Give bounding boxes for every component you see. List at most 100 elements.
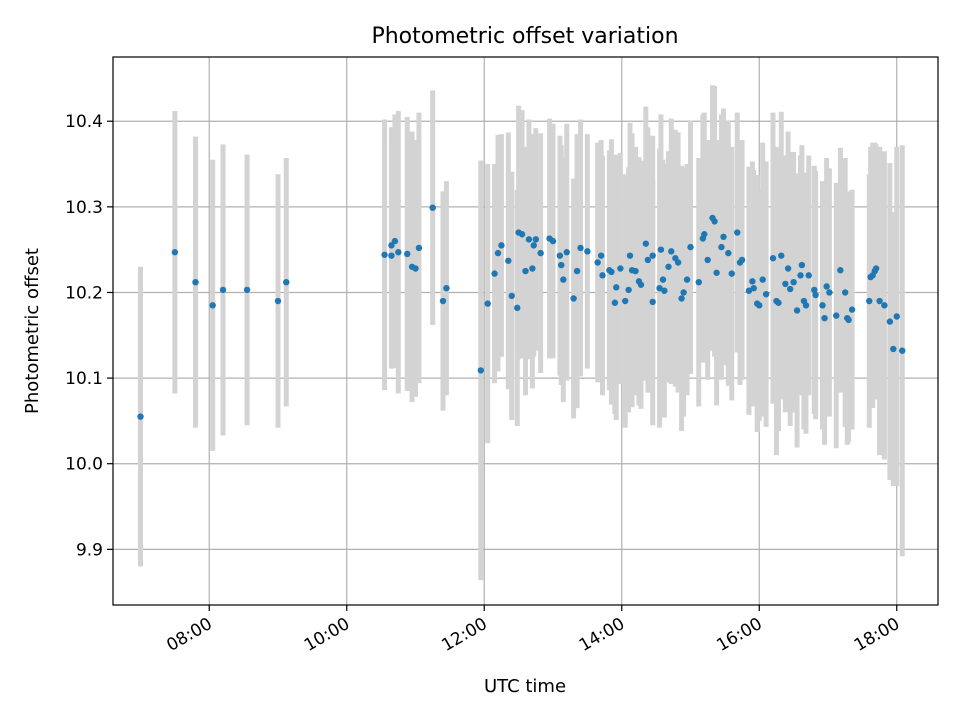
data-point [525,236,533,243]
data-point [713,269,720,276]
data-point [209,302,216,309]
data-point [725,249,732,257]
data-point [584,248,591,255]
data-point [642,240,650,247]
data-point [728,270,735,277]
data-point [388,252,395,259]
data-point [556,252,564,259]
data-point [797,272,804,279]
data-point [626,252,634,259]
data-point [491,270,498,277]
data-point [599,272,606,279]
data-point [404,250,411,258]
data-point [759,276,766,283]
data-point [790,278,797,286]
data-point [886,318,894,325]
data-point [821,314,828,322]
data-point [762,290,770,298]
data-point [608,268,615,276]
data-point [826,289,833,296]
data-point [597,252,605,259]
data-point [678,295,685,302]
data-point [659,276,667,283]
data-point [429,204,436,211]
data-point [890,345,897,353]
data-point [415,244,423,252]
data-point [695,278,702,286]
axes-frame [112,56,939,606]
y-tick-label: 10.3 [65,198,103,218]
data-point [750,284,757,292]
data-point [756,302,763,309]
y-tick-label: 10.4 [65,112,103,132]
data-point [558,261,565,269]
data-point [769,255,777,262]
data-point [720,233,727,241]
data-point [837,267,844,274]
data-point [621,297,629,305]
data-point [866,297,873,305]
data-point [704,256,711,264]
data-point [848,306,856,313]
data-point [786,285,794,293]
data-point [745,287,753,294]
data-point [439,297,447,305]
data-point [823,283,830,290]
chart-title: Photometric offset variation [371,24,678,49]
data-point [563,249,570,256]
data-point [274,297,282,305]
data-point [611,299,619,306]
data-point [665,263,672,270]
data-point [711,218,718,225]
data-point [649,252,656,259]
data-point [388,242,395,249]
data-point [734,229,741,236]
data-point [625,286,632,294]
data-point [508,292,515,300]
data-point [893,313,900,320]
data-point [718,243,725,251]
data-point [529,265,536,272]
data-point [668,248,675,255]
data-point [812,291,819,299]
data-point [798,261,806,269]
data-point [661,287,668,294]
data-point [505,257,512,264]
data-point [778,252,785,259]
data-point [793,307,801,314]
data-point [412,265,419,272]
data-point [683,276,691,283]
data-point [522,267,529,275]
data-point [613,284,620,291]
data-point [443,284,450,292]
data-point [881,302,888,309]
data-point [243,286,251,294]
data-points [137,204,906,420]
data-point [775,299,782,306]
data-point [617,265,624,272]
y-tick-label: 10.0 [65,455,103,475]
data-point [644,256,652,264]
y-tick-label: 9.9 [76,540,103,560]
data-point [573,267,581,275]
data-point [899,347,906,354]
data-point [687,243,694,251]
data-point [749,278,756,285]
data-point [532,236,540,243]
data-point [171,249,179,256]
data-point [845,316,852,324]
data-point [656,284,663,292]
data-point [484,300,491,307]
data-point [819,302,826,309]
data-point [577,244,584,252]
data-point [570,295,577,302]
data-point [811,286,818,294]
x-axis-label: UTC time [484,676,566,697]
data-point [680,289,687,296]
y-tick-label: 10.2 [65,283,103,303]
data-point [477,367,485,374]
data-point [283,278,290,286]
data-point [841,289,849,296]
